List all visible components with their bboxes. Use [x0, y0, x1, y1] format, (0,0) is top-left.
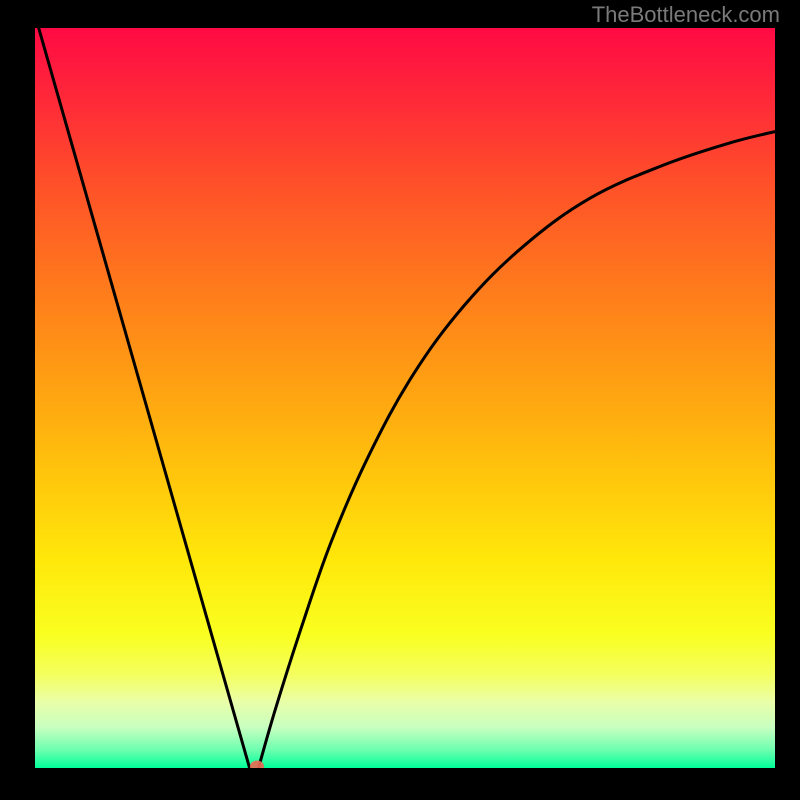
minimum-marker — [250, 761, 264, 768]
chart-container: TheBottleneck.com — [0, 0, 800, 800]
plot-area — [35, 28, 775, 768]
watermark-text: TheBottleneck.com — [592, 2, 780, 28]
bottleneck-curve — [35, 28, 775, 768]
